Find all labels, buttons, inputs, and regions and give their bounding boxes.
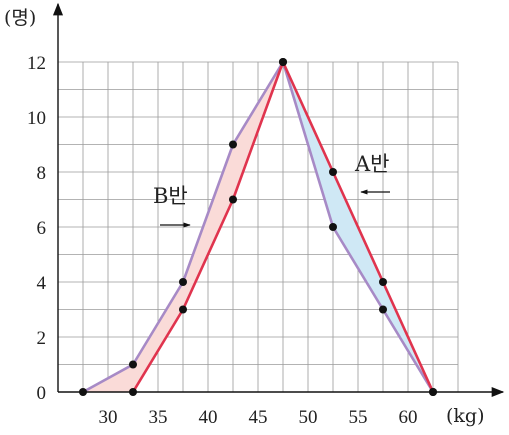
y-tick-label: 10 xyxy=(27,108,46,129)
y-tick-label: 12 xyxy=(27,53,46,74)
series-label-a-text: A반 xyxy=(354,152,390,176)
data-point-a xyxy=(329,168,337,176)
y-tick-label: 6 xyxy=(37,218,47,239)
x-tick-label: 60 xyxy=(399,407,418,428)
data-point-b xyxy=(379,305,387,314)
tick-labels: 30 35 40 45 50 55 60 0 2 4 6 8 10 12 xyxy=(27,53,418,428)
x-tick-label: 30 xyxy=(99,407,118,428)
y-tick-label: 0 xyxy=(37,383,47,404)
y-tick-label: 4 xyxy=(37,273,47,294)
data-point-b xyxy=(129,360,137,369)
data-point-a xyxy=(379,278,387,286)
data-points xyxy=(79,58,437,396)
y-tick-label: 2 xyxy=(37,328,47,349)
axes xyxy=(52,2,505,398)
data-point-a xyxy=(179,305,187,314)
data-point-b xyxy=(229,140,237,149)
y-tick-label: 8 xyxy=(37,163,47,184)
x-tick-label: 55 xyxy=(349,407,368,428)
data-point-b xyxy=(279,58,287,66)
series-label-b: B반 xyxy=(153,184,191,228)
data-point-a xyxy=(229,195,237,204)
y-axis-label: (명) xyxy=(4,7,36,29)
data-point-b xyxy=(329,223,337,231)
series-label-a: A반 xyxy=(354,152,390,195)
data-point-b xyxy=(179,278,187,286)
series-line-b xyxy=(82,60,435,394)
x-tick-label: 35 xyxy=(149,407,168,428)
series-label-b-text: B반 xyxy=(153,184,188,208)
x-tick-label: 50 xyxy=(299,407,318,428)
x-tick-label: 45 xyxy=(249,407,268,428)
x-tick-label: 40 xyxy=(199,407,218,428)
x-axis-label: (kg) xyxy=(446,405,485,427)
